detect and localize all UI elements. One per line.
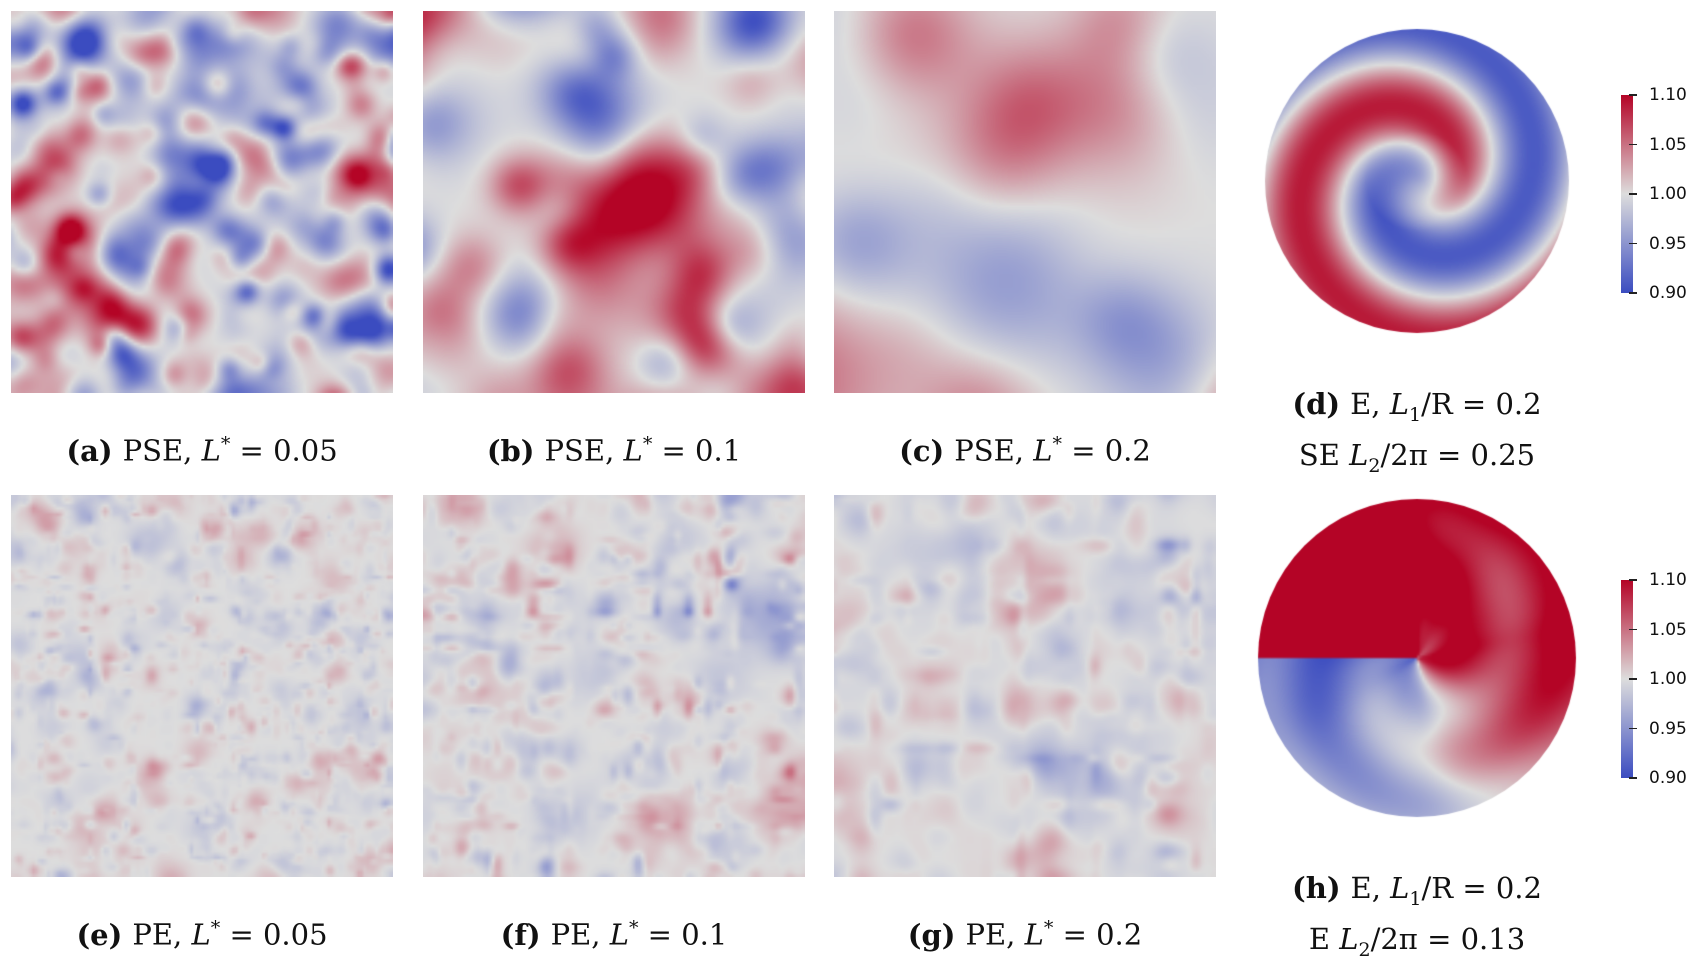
colorbar-bottom-tick-label: 1.10: [1649, 570, 1687, 590]
colorbar-bottom-tick-mark: [1629, 579, 1637, 581]
field-g: [834, 495, 1216, 877]
caption-d: (d) E, L1/R = 0.2 SE L2/2π = 0.25: [1292, 387, 1542, 477]
disc-field-d: [1264, 28, 1570, 334]
field-c: [834, 11, 1216, 393]
colorbar-top-tick-label: 0.90: [1649, 283, 1687, 303]
caption-g: (g) PE, L* = 0.2: [907, 917, 1143, 952]
field-f: [423, 495, 805, 877]
colorbar-top-tick-mark: [1629, 94, 1637, 96]
colorbar-bottom-tick-mark: [1629, 628, 1637, 631]
disc-field-h: [1257, 498, 1577, 818]
colorbar-top-tick-label: 1.05: [1649, 134, 1687, 155]
field-b: [423, 11, 805, 393]
colorbar-top-tick-mark: [1629, 242, 1637, 245]
colorbar-top-tick-label: 0.95: [1649, 233, 1687, 254]
colorbar-bottom-tick-mark: [1629, 727, 1637, 730]
field-a: [11, 11, 393, 393]
colorbar-bottom-tick-mark: [1629, 777, 1637, 779]
caption-b: (b) PSE, L* = 0.1: [486, 433, 742, 468]
colorbar-bottom-tick-mark: [1629, 678, 1637, 680]
colorbar-bottom-tick-label: 1.00: [1649, 669, 1687, 689]
colorbar-top-tick-label: 1.00: [1649, 184, 1687, 204]
colorbar-bottom-tick-label: 0.90: [1649, 768, 1687, 788]
field-e: [11, 495, 393, 877]
colorbar-top: 1.10 1.05 1.00 0.95 0.90: [1621, 87, 1699, 302]
caption-f: (f) PE, L* = 0.1: [500, 917, 728, 952]
colorbar-top-tick-mark: [1629, 292, 1637, 294]
caption-c: (c) PSE, L* = 0.2: [899, 433, 1151, 468]
caption-e: (e) PE, L* = 0.05: [76, 917, 328, 952]
caption-h: (h) E, L1/R = 0.2 E L2/2π = 0.13: [1292, 871, 1542, 961]
caption-a: (a) PSE, L* = 0.05: [66, 433, 338, 468]
colorbar-top-tick-mark: [1629, 143, 1637, 146]
colorbar-bottom: 1.10 1.05 1.00 0.95 0.90: [1621, 572, 1699, 787]
colorbar-bottom-tick-label: 1.05: [1649, 619, 1687, 640]
colorbar-top-tick-mark: [1629, 193, 1637, 195]
colorbar-bottom-tick-label: 0.95: [1649, 718, 1687, 739]
colorbar-top-tick-label: 1.10: [1649, 85, 1687, 105]
